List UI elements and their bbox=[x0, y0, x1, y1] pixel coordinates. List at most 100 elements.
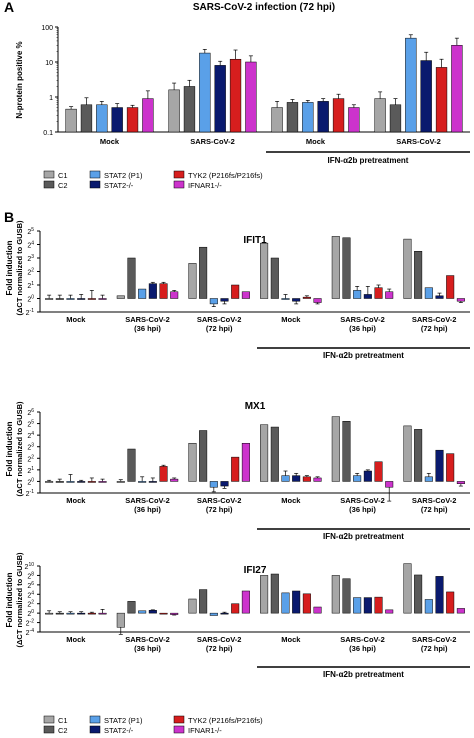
bar bbox=[138, 481, 147, 483]
legend-swatch bbox=[89, 725, 101, 734]
category-label: Mock bbox=[66, 635, 86, 644]
bar bbox=[435, 295, 444, 299]
bar bbox=[98, 298, 107, 300]
legend-label: C1 bbox=[58, 716, 68, 725]
bar bbox=[414, 574, 423, 614]
bar bbox=[66, 481, 75, 483]
bar bbox=[231, 456, 240, 482]
category-label-sub: (36 hpi) bbox=[134, 644, 161, 653]
legend-label: STAT2 (P1) bbox=[104, 716, 143, 725]
chart-3: IFI27 Fold induction (ΔCT normalized to GU… bbox=[5, 552, 470, 679]
category-label: SARS-CoV-2 bbox=[340, 315, 385, 324]
bar bbox=[45, 481, 54, 483]
bar bbox=[231, 284, 240, 299]
y-axis-label: Fold induction bbox=[5, 421, 14, 476]
bar bbox=[148, 481, 157, 483]
category-label: SARS-CoV-2 bbox=[197, 496, 242, 505]
legend-swatch bbox=[173, 170, 185, 179]
category-label-sub: (72 hpi) bbox=[421, 505, 448, 514]
bar bbox=[260, 575, 269, 614]
y-axis-label: Fold induction bbox=[5, 572, 14, 627]
bar bbox=[456, 608, 465, 614]
pretreatment-label: IFN-α2b pretreatment bbox=[328, 156, 409, 165]
bar bbox=[148, 283, 157, 299]
y-tick-label: 24 bbox=[27, 431, 34, 440]
bar bbox=[385, 609, 394, 614]
bar bbox=[342, 237, 351, 299]
bar bbox=[199, 246, 208, 299]
bar bbox=[456, 298, 465, 302]
bar bbox=[183, 86, 196, 133]
bar bbox=[80, 104, 93, 133]
y-tick-label: 2-4 bbox=[26, 628, 35, 637]
bar bbox=[98, 481, 107, 483]
y-tick-label: 22 bbox=[27, 454, 34, 463]
category-label: SARS-CoV-2 bbox=[125, 315, 170, 324]
legend-swatch bbox=[89, 715, 101, 724]
legend-label: TYK2 (P216fs/P216fs) bbox=[188, 171, 263, 180]
chart-1: IFIT1 Fold induction (ΔCT normalized to GU… bbox=[5, 220, 470, 360]
bar bbox=[209, 298, 218, 305]
y-tick-label: 21 bbox=[27, 281, 34, 290]
bar bbox=[302, 102, 314, 133]
bar bbox=[138, 288, 147, 299]
bar bbox=[446, 453, 455, 482]
bar bbox=[159, 283, 168, 299]
bar bbox=[199, 589, 208, 614]
bar bbox=[435, 576, 444, 614]
legend-label: C2 bbox=[58, 726, 68, 735]
category-label: SARS-CoV-2 bbox=[197, 635, 242, 644]
bar bbox=[188, 598, 197, 614]
bar bbox=[374, 98, 386, 133]
bar bbox=[332, 98, 345, 133]
legend-label: C2 bbox=[58, 181, 68, 190]
bar bbox=[270, 257, 279, 299]
bar bbox=[66, 612, 75, 615]
bar bbox=[199, 52, 211, 133]
bar bbox=[260, 424, 269, 482]
category-label: SARS-CoV-2 bbox=[190, 137, 235, 146]
bar bbox=[241, 291, 250, 299]
bar bbox=[405, 37, 417, 133]
bar bbox=[241, 590, 250, 614]
legend-swatch bbox=[43, 170, 55, 179]
bar bbox=[292, 475, 301, 482]
legend-label: STAT2-/- bbox=[104, 726, 134, 735]
bar bbox=[313, 477, 322, 482]
bar bbox=[168, 89, 180, 133]
bar bbox=[363, 597, 372, 614]
y-tick-label: 23 bbox=[27, 254, 34, 263]
legend-label: IFNAR1-/- bbox=[188, 181, 222, 190]
bar bbox=[188, 442, 197, 482]
y-tick-label: 23 bbox=[27, 443, 34, 452]
bar bbox=[170, 612, 179, 615]
legend-label: C1 bbox=[58, 171, 68, 180]
y-tick-label: 21 bbox=[27, 466, 34, 475]
y-axis-label-line2: (ΔCT normalized to GUSB) bbox=[15, 552, 24, 647]
bar bbox=[126, 107, 139, 133]
bar bbox=[159, 612, 168, 615]
y-tick-label: 1 bbox=[49, 95, 53, 102]
bar bbox=[353, 290, 362, 299]
chart-2: MX1 Fold induction (ΔCT normalized to GUSB… bbox=[5, 401, 470, 541]
bar bbox=[374, 461, 383, 482]
bar bbox=[87, 481, 96, 483]
bar bbox=[271, 107, 283, 133]
panel-label-b: B bbox=[4, 209, 14, 225]
category-label-sub: (72 hpi) bbox=[206, 644, 233, 653]
bar bbox=[424, 287, 433, 299]
category-label: Mock bbox=[306, 137, 326, 146]
bar bbox=[170, 478, 179, 482]
category-label: SARS-CoV-2 bbox=[340, 635, 385, 644]
y-tick-label: 25 bbox=[27, 420, 34, 429]
legend-swatch bbox=[43, 180, 55, 189]
pretreatment-label: IFN-α2b pretreatment bbox=[323, 532, 404, 541]
y-tick-label: 10 bbox=[45, 60, 53, 67]
bar bbox=[414, 429, 423, 482]
y-tick-label: 210 bbox=[25, 562, 35, 571]
category-label: SARS-CoV-2 bbox=[412, 635, 457, 644]
bar bbox=[170, 291, 179, 299]
y-axis-label-line2: (ΔCT normalized to GUSB) bbox=[15, 220, 24, 315]
y-tick-label: 2-1 bbox=[26, 489, 35, 498]
